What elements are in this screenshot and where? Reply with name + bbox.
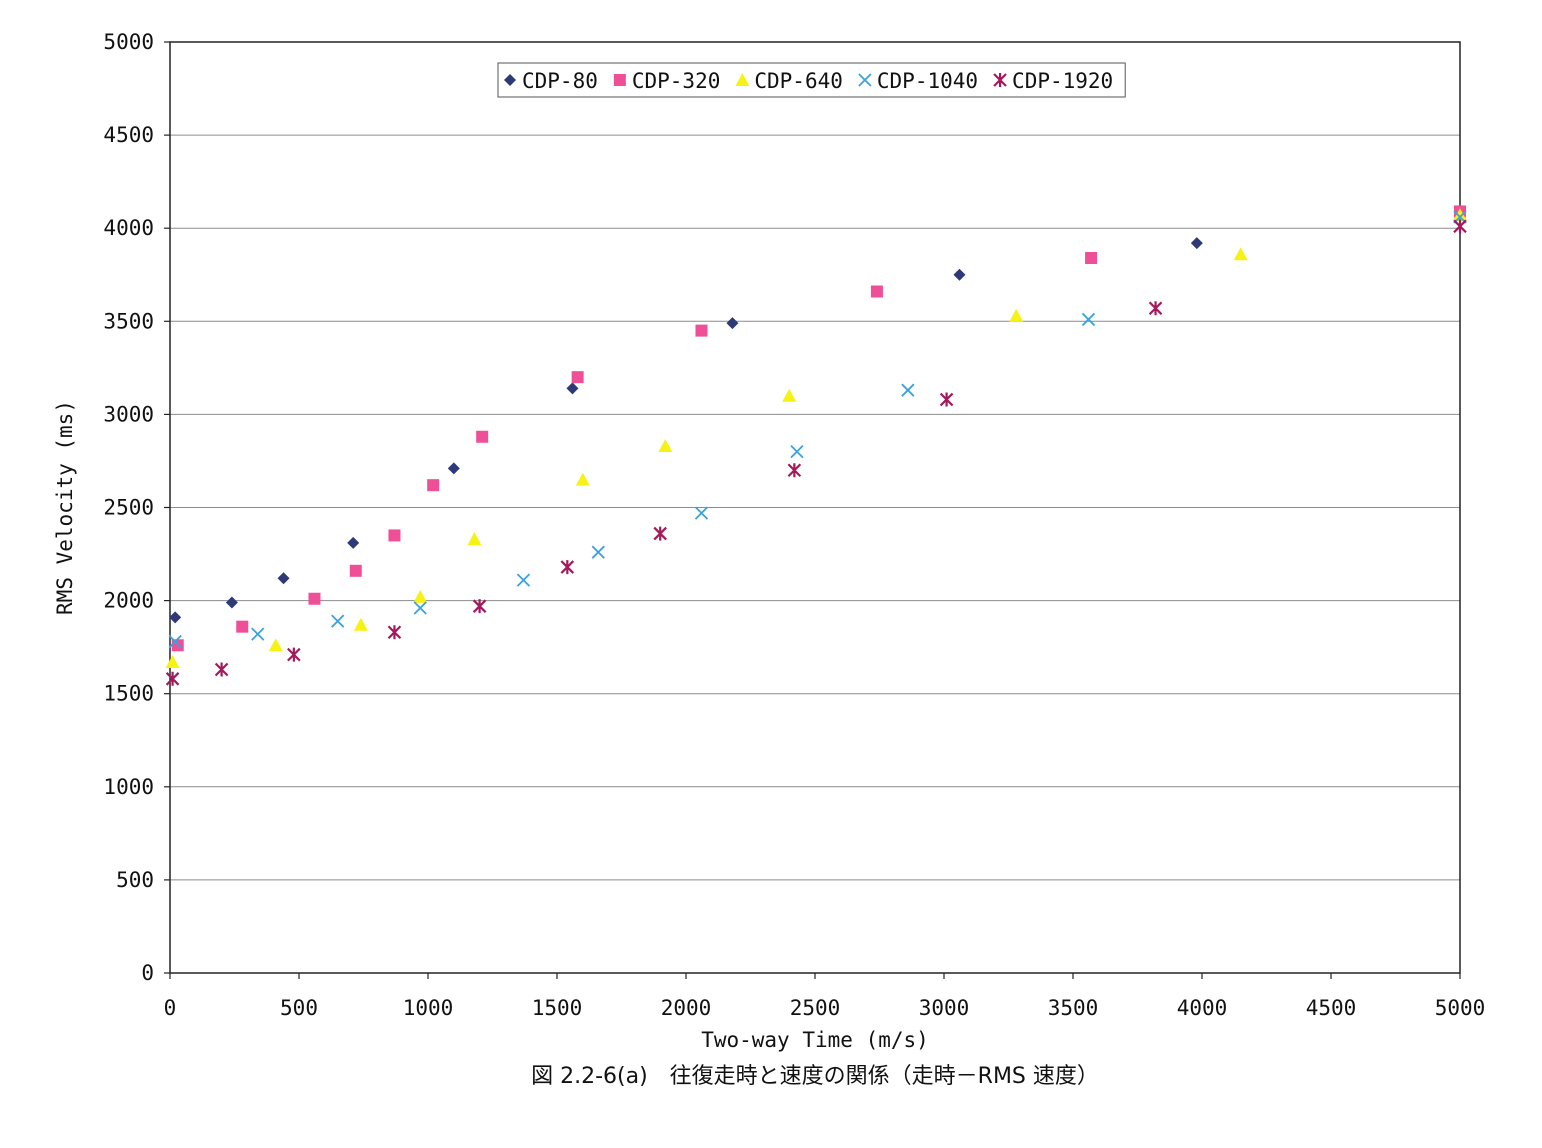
data-point (695, 324, 708, 337)
data-point (571, 371, 584, 384)
data-point (1085, 251, 1098, 264)
data-point (575, 472, 590, 486)
legend-marker (613, 74, 626, 86)
x-tick-label: 1500 (532, 996, 583, 1020)
data-point (353, 617, 368, 631)
data-point (790, 445, 804, 459)
y-tick-label: 4500 (103, 123, 154, 147)
x-axis-label: Two-way Time (m/s) (701, 1028, 929, 1052)
y-tick-label: 1500 (103, 682, 154, 706)
legend-label: CDP-640 (754, 69, 843, 93)
data-point (387, 625, 402, 640)
data-point (472, 599, 487, 614)
legend-label: CDP-320 (632, 69, 721, 93)
data-point (467, 532, 482, 546)
legend-marker (993, 73, 1007, 87)
legend-label: CDP-1920 (1012, 69, 1113, 93)
data-point (953, 268, 966, 281)
data-point (939, 392, 954, 407)
x-tick-label: 3500 (1048, 996, 1099, 1020)
data-point (870, 285, 883, 298)
data-point (447, 462, 460, 475)
series-cdp-1920 (165, 219, 1467, 686)
x-tick-label: 2000 (661, 996, 712, 1020)
data-point (1081, 312, 1096, 327)
data-point (388, 529, 401, 542)
data-point (165, 655, 180, 669)
data-point (516, 573, 531, 587)
data-point (1453, 208, 1467, 222)
series-cdp-1040 (168, 210, 1467, 649)
data-point (308, 592, 321, 605)
data-point (782, 388, 797, 402)
y-tick-label: 3500 (103, 309, 154, 333)
y-tick-label: 0 (141, 961, 154, 985)
data-point (1453, 219, 1467, 234)
y-tick-label: 500 (116, 868, 154, 892)
grid-lines (170, 134, 1460, 881)
data-point (787, 463, 802, 478)
x-tick-label: 4500 (1306, 996, 1357, 1020)
y-tick-label: 2000 (103, 589, 154, 613)
series-cdp-320 (171, 205, 1466, 652)
x-tick-label: 4000 (1177, 996, 1228, 1020)
data-point (349, 564, 362, 577)
data-point (658, 439, 673, 453)
y-tick-label: 4000 (103, 216, 154, 240)
data-point (1148, 301, 1163, 316)
y-tick-label: 1000 (103, 775, 154, 799)
legend-label: CDP-80 (522, 69, 598, 93)
legend-box (497, 62, 1126, 98)
legend-marker (858, 73, 872, 87)
data-point (566, 382, 579, 395)
data-point (236, 620, 249, 633)
x-tick-label: 500 (280, 996, 318, 1020)
data-point (251, 627, 265, 641)
data-point (268, 638, 283, 652)
data-point (169, 611, 182, 624)
data-point (1009, 308, 1024, 322)
data-point (168, 634, 182, 649)
data-points (165, 205, 1467, 686)
data-point (277, 572, 290, 585)
data-point (653, 526, 667, 541)
data-point (591, 545, 605, 559)
legend-label: CDP-1040 (877, 69, 978, 93)
data-point (347, 536, 360, 549)
data-point (165, 671, 180, 686)
data-point (726, 317, 739, 330)
y-tick-label: 2500 (103, 496, 154, 520)
series-cdp-80 (169, 209, 1466, 624)
x-tick-label: 2500 (790, 996, 841, 1020)
legend: CDP-80 CDP-320 CDP-640 CDP-1040 CDP-1920 (497, 62, 1126, 98)
data-point (225, 596, 238, 609)
x-tick-label: 1000 (403, 996, 454, 1020)
x-tick-label: 0 (164, 996, 177, 1020)
data-point (413, 601, 427, 615)
x-tick-label: 5000 (1435, 996, 1486, 1020)
data-point (214, 662, 229, 677)
data-point (1233, 247, 1248, 261)
data-point (476, 430, 489, 443)
data-point (427, 479, 440, 492)
data-point (413, 589, 428, 603)
data-point (901, 383, 915, 397)
legend-marker (735, 73, 750, 86)
y-tick-label: 3000 (103, 402, 154, 426)
figure-caption: 図 2.2-6(a) 往復走時と速度の関係（走時－RMS 速度） (531, 1064, 1099, 1089)
data-point (1190, 237, 1203, 250)
x-tick-label: 3000 (919, 996, 970, 1020)
series-cdp-640 (165, 208, 1467, 669)
legend-marker (504, 74, 516, 86)
data-point (560, 560, 575, 575)
data-point (694, 506, 709, 520)
axis-ticks: 0500100015002000250030003500400045005000… (103, 30, 1485, 1020)
data-point (331, 614, 345, 628)
y-tick-label: 5000 (103, 30, 154, 54)
data-point (287, 647, 301, 662)
y-axis-label: RMS Velocity (ms) (53, 400, 77, 615)
